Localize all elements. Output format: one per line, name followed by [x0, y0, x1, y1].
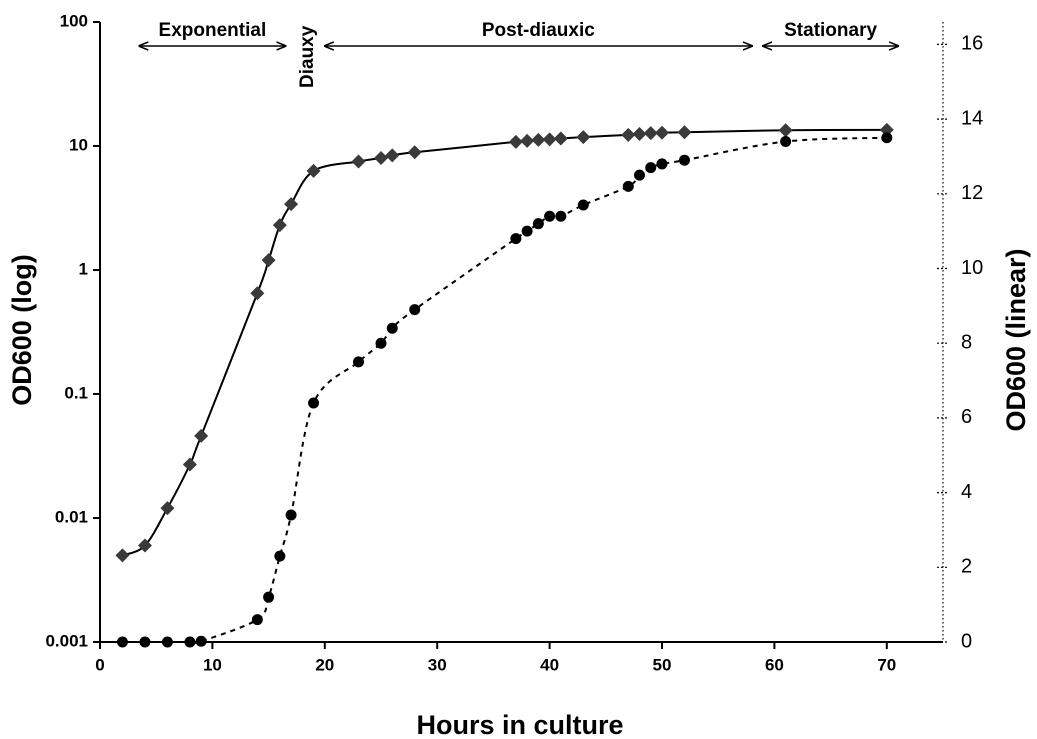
data-point [621, 127, 636, 142]
data-point [272, 218, 287, 233]
data-point [632, 126, 647, 141]
data-point [137, 538, 152, 553]
x-tick-label: 40 [540, 655, 559, 674]
x-tick-label: 30 [428, 655, 447, 674]
data-point [879, 122, 894, 137]
data-point [251, 614, 263, 626]
data-point [577, 199, 589, 211]
y2-tick-label: 6 [961, 406, 972, 428]
y-axis-label: OD600 (log) [7, 254, 37, 406]
data-point [780, 136, 792, 148]
data-point [250, 286, 265, 301]
data-point [274, 550, 286, 562]
diauxy-label: Diauxy [297, 25, 318, 88]
data-point [285, 509, 297, 521]
y2-tick-label: 12 [961, 182, 983, 204]
phase-label: Stationary [784, 20, 877, 41]
data-point [195, 635, 207, 647]
data-point [407, 145, 422, 160]
data-point [677, 125, 692, 140]
data-point [116, 636, 128, 648]
series-line [122, 128, 887, 557]
data-point [778, 123, 793, 138]
x-tick-label: 60 [765, 655, 784, 674]
y2-tick-label: 2 [961, 556, 972, 578]
y-tick-label: 100 [60, 11, 88, 30]
data-point [643, 126, 658, 141]
data-point [532, 218, 544, 230]
data-point [520, 133, 535, 148]
data-point [115, 548, 130, 563]
data-point [678, 154, 690, 166]
x-tick-label: 10 [203, 655, 222, 674]
data-point [182, 457, 197, 472]
y-tick-label: 0.01 [55, 507, 88, 526]
data-point [521, 225, 533, 237]
x-axis-label: Hours in culture [416, 710, 623, 739]
y2-tick-label: 10 [961, 257, 983, 279]
data-point [542, 132, 557, 147]
data-point [284, 197, 299, 212]
data-point [409, 304, 421, 316]
y2-tick-label: 16 [961, 33, 983, 55]
data-point [306, 163, 321, 178]
y-tick-label: 10 [69, 135, 88, 154]
y-tick-label: 1 [79, 259, 88, 278]
data-point [634, 169, 646, 181]
data-point [161, 636, 173, 648]
data-point [194, 428, 209, 443]
data-point [553, 131, 568, 146]
x-tick-label: 70 [877, 655, 896, 674]
data-point [261, 253, 276, 268]
data-point [508, 134, 523, 149]
data-point [386, 322, 398, 334]
data-point [375, 337, 387, 349]
data-point [645, 162, 657, 174]
phase-label: Exponential [159, 20, 267, 41]
data-point [622, 180, 634, 192]
x-tick-label: 0 [95, 655, 104, 674]
y2-tick-label: 0 [961, 630, 972, 652]
y2-tick-label: 4 [961, 481, 972, 503]
data-point [351, 154, 366, 169]
data-point [655, 125, 669, 140]
data-point [576, 130, 591, 145]
x-tick-label: 20 [315, 655, 334, 674]
y-tick-label: 0.001 [45, 631, 88, 650]
y-tick-label: 0.1 [64, 383, 88, 402]
data-point [656, 158, 668, 170]
data-point [531, 132, 546, 147]
data-point [555, 210, 567, 222]
y2-tick-label: 8 [961, 331, 972, 353]
y2-axis-label: OD600 (linear) [1001, 248, 1031, 431]
data-point [263, 591, 275, 603]
data-point [139, 636, 151, 648]
data-point [160, 501, 175, 516]
data-point [385, 148, 400, 163]
series-line [122, 136, 887, 645]
x-tick-label: 50 [653, 655, 672, 674]
y2-tick-label: 14 [961, 107, 983, 129]
data-point [881, 132, 893, 144]
data-point [544, 210, 556, 222]
data-point [510, 233, 522, 245]
data-point [184, 636, 196, 648]
data-point [308, 397, 320, 409]
phase-label: Post-diauxic [482, 20, 595, 41]
data-point [353, 356, 365, 368]
data-point [374, 151, 388, 166]
